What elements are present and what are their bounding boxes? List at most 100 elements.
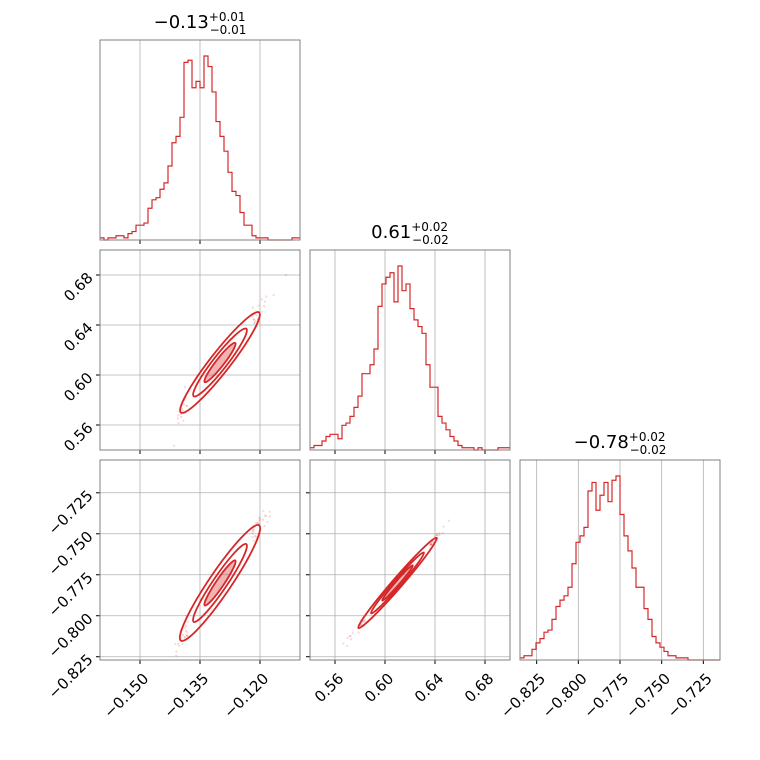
scatter-point <box>254 319 257 323</box>
scatter-point <box>172 444 176 447</box>
scatter-point <box>349 638 353 641</box>
scatter-point <box>251 315 254 318</box>
scatter-point <box>438 533 441 537</box>
title-lower: −0.02 <box>630 443 667 457</box>
scatter-point <box>261 310 264 313</box>
scatter-point <box>183 636 186 639</box>
scatter-point <box>266 520 269 523</box>
scatter-point <box>186 634 189 638</box>
scatter-point <box>254 522 258 525</box>
scatter-point <box>438 532 441 535</box>
scatter-point <box>430 543 434 546</box>
scatter-point <box>181 634 184 637</box>
scatter-point <box>253 321 256 324</box>
scatter-point <box>351 632 354 635</box>
scatter-point <box>186 620 189 624</box>
scatter-point <box>441 532 444 535</box>
p4-frame <box>99 459 301 661</box>
scatter-point <box>435 533 438 536</box>
scatter-point <box>349 635 352 638</box>
p5-xtick-label-2: 0.64 <box>411 670 447 706</box>
p5-contour-0 <box>381 564 414 602</box>
p4-xtick-label-2: −0.120 <box>220 670 272 722</box>
scatter-point <box>260 298 263 301</box>
title-upper: +0.02 <box>629 430 666 444</box>
scatter-point <box>268 515 271 518</box>
scatter-point <box>256 521 259 524</box>
scatter-point <box>447 519 450 522</box>
p3-frame <box>99 249 301 451</box>
scatter-point <box>429 542 432 545</box>
p4-xtick-label-0: −0.150 <box>100 670 152 722</box>
hist1-title: 0.61+0.02 −0.02 <box>371 220 449 247</box>
scatter-point <box>185 405 188 408</box>
p4-ytick-label-2: −0.775 <box>45 569 97 621</box>
hist2-xtick-label-3: −0.750 <box>622 670 674 722</box>
scatter-point <box>263 514 267 517</box>
p5-contour-2 <box>357 536 438 630</box>
title-median: −0.78 <box>574 432 629 453</box>
scatter-point <box>428 543 432 546</box>
hist2-xtick-label-0: −0.825 <box>497 670 549 722</box>
scatter-point <box>362 620 365 623</box>
scatter-point <box>252 528 255 531</box>
scatter-point <box>251 536 254 539</box>
p4-xtick-label-1: −0.135 <box>160 670 212 722</box>
p5-xtick-label-1: 0.60 <box>361 670 397 706</box>
scatter-point <box>258 516 261 520</box>
scatter-point <box>363 620 366 623</box>
title-lower: −0.02 <box>412 233 449 247</box>
scatter-point <box>268 510 271 513</box>
p3-ytick-label-3: 0.68 <box>60 269 96 305</box>
scatter-point <box>252 529 255 532</box>
scatter-point <box>258 519 261 522</box>
p3-contour-0 <box>203 341 237 384</box>
p5-contour-1 <box>370 551 425 615</box>
p5-frame <box>309 459 511 661</box>
scatter-point <box>177 422 180 425</box>
scatter-point <box>185 634 188 637</box>
p4-contour-0 <box>203 559 237 607</box>
scatter-point <box>364 618 367 622</box>
scatter-point <box>175 654 178 657</box>
scatter-point <box>259 518 262 521</box>
scatter-point <box>263 524 266 528</box>
scatter-point <box>265 295 268 298</box>
scatter-point <box>183 626 186 629</box>
scatter-point <box>183 385 187 389</box>
p4-ytick-label-4: −0.725 <box>45 487 97 539</box>
scatter-point <box>262 518 265 521</box>
p3-ytick-label-2: 0.64 <box>60 319 96 355</box>
scatter-point <box>348 634 351 638</box>
scatter-point <box>346 636 349 640</box>
scatter-point <box>177 414 180 417</box>
scatter-point <box>174 642 177 646</box>
scatter-point <box>262 509 265 512</box>
scatter-point <box>429 543 432 546</box>
p5-xtick-label-3: 0.68 <box>461 670 497 706</box>
scatter-point <box>255 535 258 539</box>
scatter-point <box>181 409 184 412</box>
hist1-frame <box>309 249 511 451</box>
scatter-point <box>185 629 188 633</box>
scatter-point <box>257 304 260 307</box>
scatter-point <box>183 636 186 639</box>
scatter-point <box>430 543 433 546</box>
scatter-point <box>265 514 268 517</box>
p3-ytick-label-0: 0.56 <box>60 419 96 455</box>
p4-contour-2 <box>178 524 262 642</box>
hist2-xtick-label-1: −0.800 <box>539 670 591 722</box>
scatter-point <box>360 622 364 625</box>
scatter-point <box>251 529 254 532</box>
scatter-point <box>177 644 181 648</box>
scatter-point <box>181 642 184 646</box>
hist2-title: −0.78+0.02 −0.02 <box>574 430 667 457</box>
scatter-point <box>252 318 256 321</box>
scatter-point <box>186 634 189 637</box>
p4-contour-1 <box>192 542 248 623</box>
scatter-point <box>263 305 266 308</box>
hist2-xtick-label-4: −0.725 <box>664 670 716 722</box>
scatter-point <box>263 300 266 303</box>
scatter-point <box>345 644 349 647</box>
